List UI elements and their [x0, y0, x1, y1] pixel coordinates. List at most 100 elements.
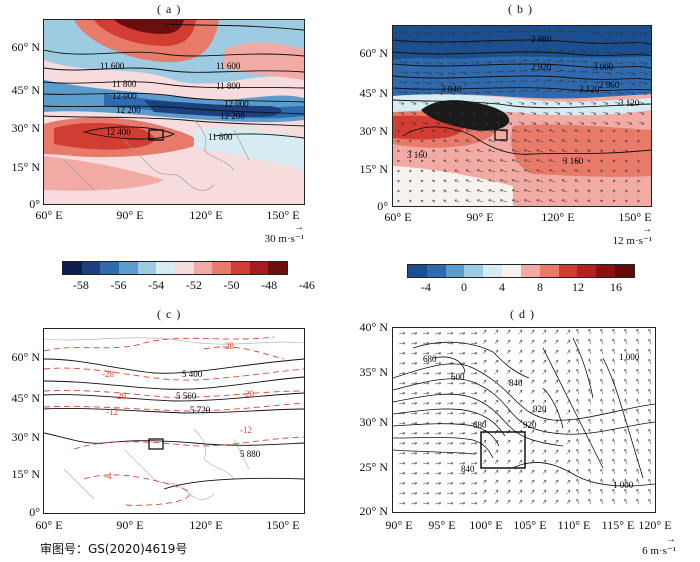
contour-label: 12 200: [116, 105, 141, 115]
wind-vector: [554, 79, 564, 83]
wind-vector: [612, 388, 616, 395]
wind-vector: [470, 121, 477, 125]
wind-vector: [410, 501, 418, 505]
wind-vector: [587, 149, 592, 153]
wind-vector: [397, 169, 401, 173]
wind-vector: [446, 491, 454, 495]
lat-tick: 60° N: [11, 350, 40, 364]
wind-vector: [410, 121, 417, 125]
wind-vector: [542, 111, 549, 115]
wind-vector: [488, 169, 496, 173]
wind-vector: [574, 179, 580, 183]
wind-vector: [542, 29, 552, 33]
wind-vector: [494, 121, 501, 125]
wind-vector: [530, 329, 535, 335]
wind-vector: [590, 41, 600, 44]
colorbar-swatch: [100, 262, 120, 274]
lat-tick: 15° N: [359, 162, 388, 176]
wind-vector: [506, 449, 511, 455]
wind-vector: [398, 351, 406, 355]
wind-vector: [612, 488, 616, 495]
wind-vector: [470, 371, 478, 375]
lon-tick: 150° E: [266, 208, 300, 222]
wind-vector: [470, 71, 480, 75]
wind-vector: [443, 159, 448, 163]
contour-label: 680: [473, 420, 487, 430]
wind-vector: [542, 349, 547, 355]
wind-vector: [488, 149, 496, 153]
wind-vector: [434, 441, 442, 445]
contour-label: 3 120: [619, 98, 640, 108]
lon-tick: 60° E: [35, 518, 63, 532]
wind-vector: [590, 101, 597, 105]
wind-vector: [470, 461, 478, 465]
colorbar-swatch: [615, 265, 634, 277]
contour-label: 3 160: [407, 150, 428, 160]
wind-vector: [410, 411, 418, 415]
wind-vector: [409, 199, 413, 203]
wind-vector: [624, 468, 628, 475]
lat-tick: 60° N: [11, 40, 40, 54]
wind-vector: [648, 378, 652, 385]
wind-vector: [612, 328, 616, 335]
wind-vector: [443, 169, 448, 173]
wind-vector: [494, 369, 499, 375]
wind-vector: [446, 91, 456, 95]
wind-vector: [624, 438, 628, 445]
wind-vector: [434, 71, 444, 75]
lon-tick: 95° E: [428, 518, 456, 532]
wind-vector: [530, 39, 540, 43]
wind-vector: [576, 478, 580, 485]
wind-vector: [458, 461, 466, 465]
wind-vector: [398, 401, 406, 405]
wind-vector: [648, 408, 652, 415]
wind-vector: [518, 359, 523, 365]
wind-vector: [600, 438, 604, 445]
wind-vector: [420, 169, 424, 173]
wind-vector: [614, 101, 621, 105]
wind-vector: [587, 139, 592, 143]
wind-vector: [494, 379, 499, 385]
wind-vector: [420, 199, 424, 203]
wind-vector: [454, 189, 460, 193]
wind-vector: [488, 129, 496, 133]
wind-vector: [576, 438, 580, 445]
wind-vector: [566, 79, 576, 83]
colorbar-tick-label: -50: [223, 278, 240, 292]
wind-vector: [518, 479, 523, 485]
wind-vector: [422, 441, 430, 445]
wind-vector: [530, 489, 535, 495]
wind-vector: [576, 458, 580, 465]
wind-vector: [511, 159, 520, 163]
wind-vector: [626, 111, 633, 115]
wind-vector: [458, 411, 466, 415]
wind-vector: [576, 468, 580, 475]
colorbar-swatch: [426, 265, 446, 277]
lon-tick: 60° E: [35, 208, 63, 222]
wind-vector: [523, 149, 532, 153]
wind-vector: [588, 358, 592, 365]
wind-vector: [542, 339, 547, 345]
wind-vector: [612, 418, 616, 425]
wind-vector: [422, 331, 430, 335]
wind-vector: [446, 331, 454, 335]
wind-vector: [458, 451, 466, 455]
wind-vector: [554, 389, 559, 395]
wind-vector: [612, 159, 616, 163]
wind-vector: [530, 399, 535, 405]
wind-vector: [434, 421, 442, 425]
colorbar-tick-label: -56: [110, 278, 127, 292]
wind-vector: [578, 50, 588, 54]
wind-vector: [578, 111, 585, 115]
wind-vector: [494, 50, 504, 54]
wind-vector: [625, 169, 629, 173]
wind-vector: [554, 59, 564, 63]
wind-vector: [506, 329, 511, 335]
lat-tick: 15° N: [11, 160, 40, 174]
wind-vector: [576, 398, 580, 405]
wind-vector: [488, 199, 496, 203]
wind-vector: [612, 368, 616, 375]
wind-vector: [566, 111, 573, 115]
wind-vector: [432, 159, 436, 163]
wind-vector: [443, 149, 448, 153]
